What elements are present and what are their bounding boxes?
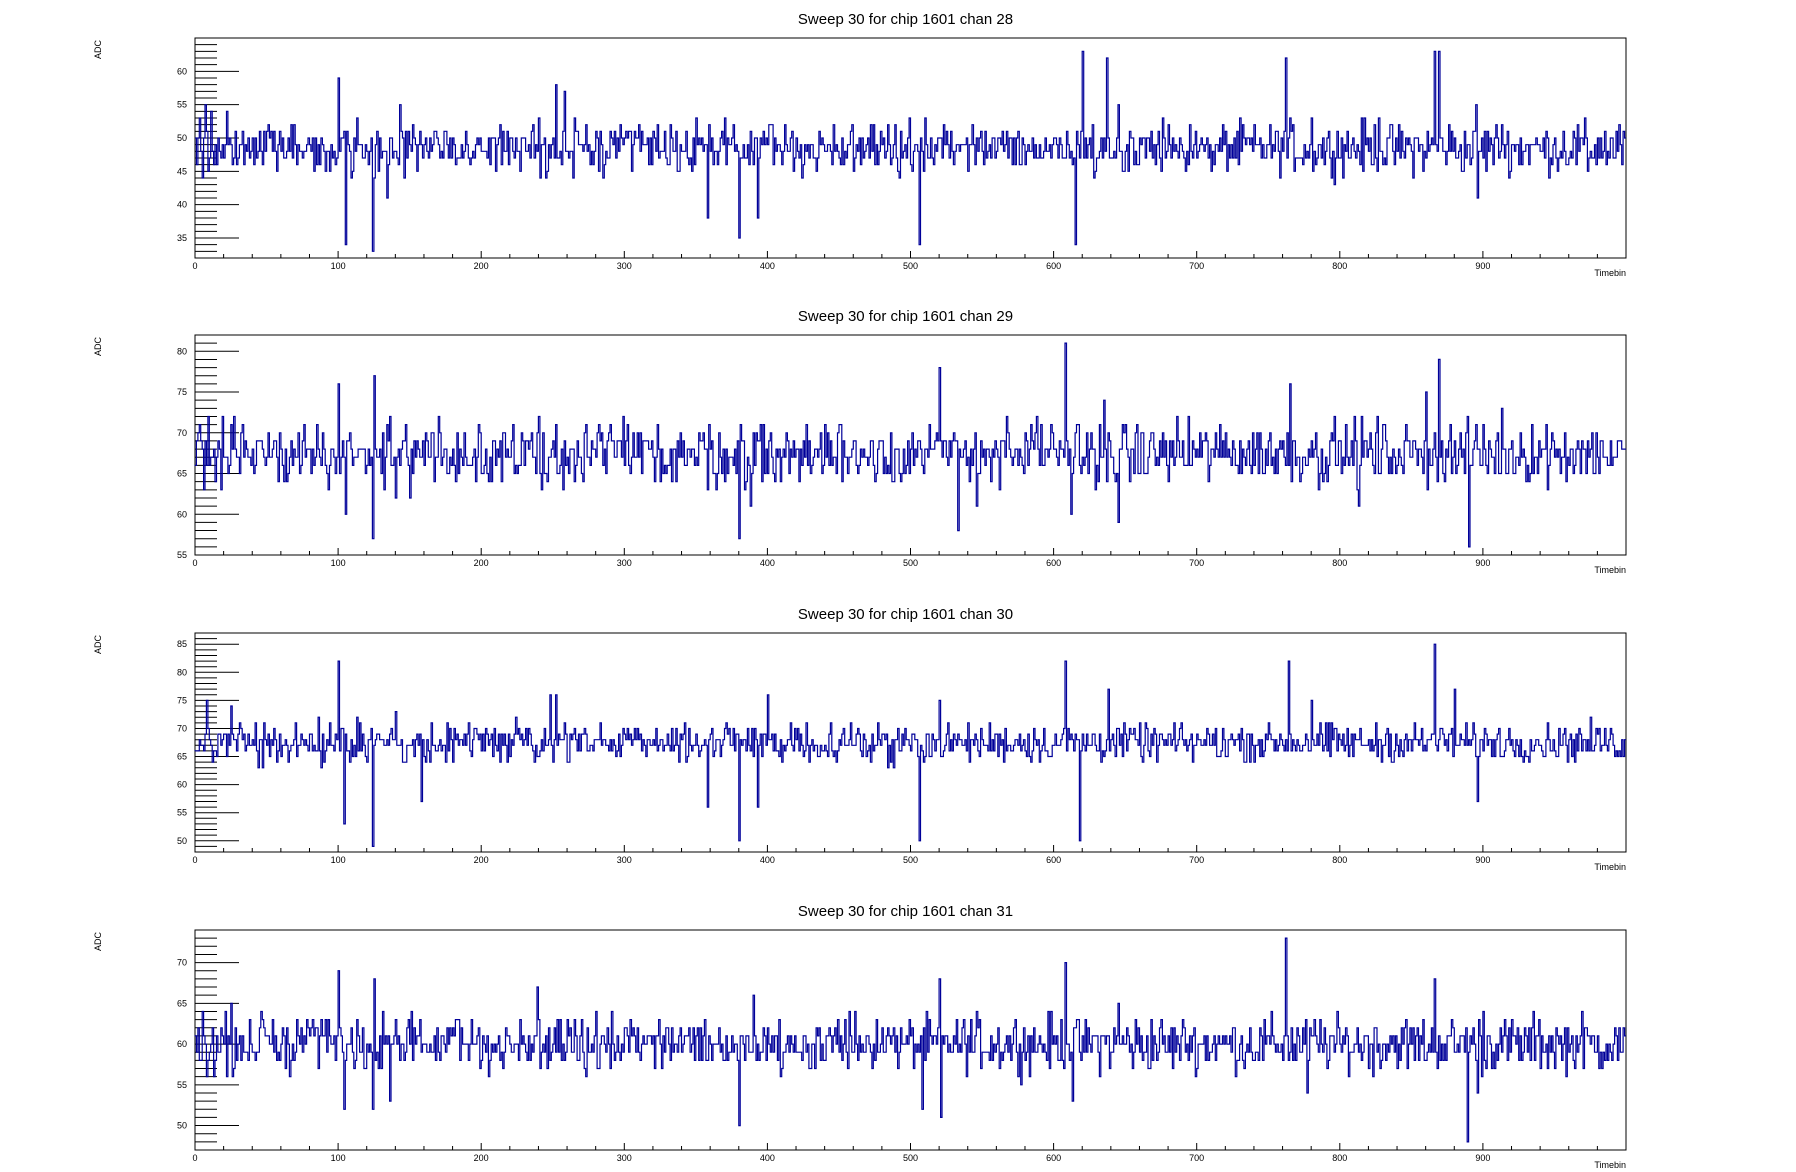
y-tick-label: 40 bbox=[177, 200, 187, 210]
x-tick-label: 600 bbox=[1046, 1153, 1061, 1163]
x-tick-label: 900 bbox=[1475, 855, 1490, 865]
x-tick-label: 500 bbox=[903, 558, 918, 568]
x-tick-label: 100 bbox=[331, 855, 346, 865]
y-tick-label: 65 bbox=[177, 998, 187, 1008]
x-tick-label: 600 bbox=[1046, 855, 1061, 865]
y-tick-label: 80 bbox=[177, 667, 187, 677]
y-tick-label: 60 bbox=[177, 780, 187, 790]
y-tick-label: 75 bbox=[177, 695, 187, 705]
y-tick-label: 70 bbox=[177, 723, 187, 733]
x-axis-title: Timebin bbox=[1594, 862, 1626, 872]
x-tick-label: 900 bbox=[1475, 1153, 1490, 1163]
x-tick-label: 100 bbox=[331, 261, 346, 271]
x-tick-label: 600 bbox=[1046, 558, 1061, 568]
x-tick-label: 400 bbox=[760, 1153, 775, 1163]
y-axis-title: ADC bbox=[93, 635, 103, 655]
x-tick-label: 800 bbox=[1332, 1153, 1347, 1163]
y-tick-label: 45 bbox=[177, 166, 187, 176]
x-tick-label: 700 bbox=[1189, 261, 1204, 271]
x-tick-label: 900 bbox=[1475, 558, 1490, 568]
y-axis-title: ADC bbox=[93, 40, 103, 60]
x-axis-title: Timebin bbox=[1594, 565, 1626, 575]
x-tick-label: 200 bbox=[474, 558, 489, 568]
x-tick-label: 500 bbox=[903, 261, 918, 271]
x-tick-label: 0 bbox=[192, 1153, 197, 1163]
x-tick-label: 300 bbox=[617, 855, 632, 865]
plot-frame bbox=[194, 334, 1627, 556]
y-tick-label: 55 bbox=[177, 100, 187, 110]
y-tick-label: 85 bbox=[177, 639, 187, 649]
x-axis-title: Timebin bbox=[1594, 1160, 1626, 1170]
y-tick-label: 55 bbox=[177, 1080, 187, 1090]
y-tick-label: 50 bbox=[177, 1121, 187, 1131]
y-tick-label: 70 bbox=[177, 428, 187, 438]
x-tick-label: 300 bbox=[617, 558, 632, 568]
y-axis-title: ADC bbox=[93, 337, 103, 357]
x-tick-label: 0 bbox=[192, 558, 197, 568]
x-tick-label: 600 bbox=[1046, 261, 1061, 271]
chart-title: Sweep 30 for chip 1601 chan 31 bbox=[798, 903, 1013, 920]
x-tick-label: 700 bbox=[1189, 558, 1204, 568]
x-tick-label: 400 bbox=[760, 855, 775, 865]
x-tick-label: 400 bbox=[760, 558, 775, 568]
x-tick-label: 700 bbox=[1189, 1153, 1204, 1163]
x-tick-label: 700 bbox=[1189, 855, 1204, 865]
y-tick-label: 65 bbox=[177, 752, 187, 762]
x-tick-label: 0 bbox=[192, 261, 197, 271]
x-tick-label: 300 bbox=[617, 1153, 632, 1163]
x-tick-label: 800 bbox=[1332, 855, 1347, 865]
series-line bbox=[194, 342, 1626, 548]
x-tick-label: 400 bbox=[760, 261, 775, 271]
chart-panel-3: Sweep 30 for chip 1601 chan 31 ADC Timebin… bbox=[93, 903, 1627, 1170]
y-tick-label: 65 bbox=[177, 469, 187, 479]
x-tick-label: 0 bbox=[192, 855, 197, 865]
y-tick-label: 70 bbox=[177, 958, 187, 968]
y-tick-label: 50 bbox=[177, 133, 187, 143]
y-tick-label: 55 bbox=[177, 550, 187, 560]
y-tick-label: 50 bbox=[177, 836, 187, 846]
chart-panel-1: Sweep 30 for chip 1601 chan 29 ADC Timebin… bbox=[93, 308, 1627, 575]
x-tick-label: 500 bbox=[903, 855, 918, 865]
chart-title: Sweep 30 for chip 1601 chan 28 bbox=[798, 11, 1013, 28]
x-tick-label: 300 bbox=[617, 261, 632, 271]
series-line bbox=[194, 937, 1626, 1143]
x-tick-label: 200 bbox=[474, 261, 489, 271]
y-tick-label: 35 bbox=[177, 233, 187, 243]
series-line bbox=[195, 50, 1626, 252]
x-tick-label: 100 bbox=[331, 1153, 346, 1163]
y-tick-label: 75 bbox=[177, 387, 187, 397]
x-tick-label: 200 bbox=[474, 855, 489, 865]
x-axis-title: Timebin bbox=[1594, 268, 1626, 278]
chart-title: Sweep 30 for chip 1601 chan 30 bbox=[798, 606, 1013, 623]
y-tick-label: 80 bbox=[177, 346, 187, 356]
x-tick-label: 200 bbox=[474, 1153, 489, 1163]
y-tick-label: 60 bbox=[177, 1039, 187, 1049]
chart-panel-2: Sweep 30 for chip 1601 chan 30 ADC Timebin… bbox=[93, 606, 1627, 872]
y-tick-label: 55 bbox=[177, 808, 187, 818]
x-tick-label: 900 bbox=[1475, 261, 1490, 271]
x-tick-label: 500 bbox=[903, 1153, 918, 1163]
chart-panel-0: Sweep 30 for chip 1601 chan 28 ADC Timebin… bbox=[93, 11, 1627, 278]
chart-title: Sweep 30 for chip 1601 chan 29 bbox=[798, 308, 1013, 325]
series-line bbox=[194, 643, 1626, 847]
y-tick-label: 60 bbox=[177, 509, 187, 519]
y-tick-label: 60 bbox=[177, 66, 187, 76]
x-tick-label: 800 bbox=[1332, 558, 1347, 568]
x-tick-label: 100 bbox=[331, 558, 346, 568]
x-tick-label: 800 bbox=[1332, 261, 1347, 271]
y-axis-title: ADC bbox=[93, 932, 103, 952]
